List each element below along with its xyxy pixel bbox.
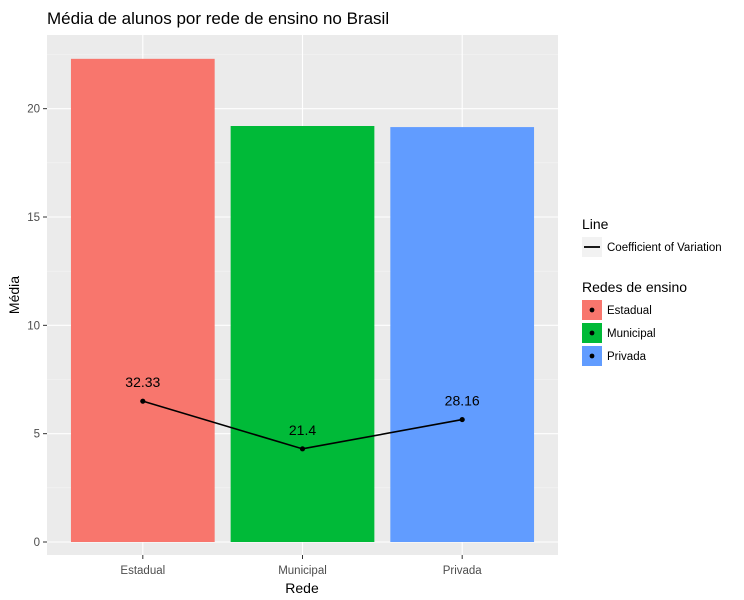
y-tick-label: 20	[27, 104, 40, 116]
legend-point-key	[589, 353, 595, 359]
x-axis-title: Rede	[285, 580, 319, 596]
axes: 0 5 10 15 20 Estadual Municipal Privada	[27, 104, 482, 577]
cv-data-label: 28.16	[445, 393, 480, 409]
cv-point	[140, 398, 146, 404]
cv-data-label: 32.33	[125, 374, 160, 390]
y-tick-label: 0	[34, 537, 40, 549]
x-tick-label: Privada	[443, 565, 483, 577]
legend-label: Privada	[607, 351, 647, 363]
legend-label: Coefficient of Variation	[607, 242, 722, 254]
legend-title: Line	[582, 216, 609, 232]
legend-point-key	[589, 330, 595, 336]
cv-point	[459, 416, 465, 423]
legend-label: Estadual	[607, 305, 652, 317]
bar-municipal	[230, 126, 375, 542]
legend-point-key	[589, 307, 595, 313]
x-tick-label: Municipal	[278, 565, 327, 577]
x-tick-label: Estadual	[120, 565, 165, 577]
y-tick-label: 15	[27, 212, 40, 224]
cv-line-series: 32.33 21.4 28.16	[125, 374, 480, 452]
legend-label: Municipal	[607, 328, 656, 340]
legend: Line Coefficient of Variation Redes de ens…	[582, 216, 722, 366]
legend-title: Redes de ensino	[582, 279, 687, 295]
bar-estadual	[70, 58, 215, 542]
cv-data-label: 21.4	[289, 422, 316, 438]
bar-privada	[390, 127, 535, 542]
y-tick-label: 5	[34, 429, 40, 441]
chart-title: Média de alunos por rede de ensino no Br…	[47, 9, 389, 28]
cv-point	[299, 446, 306, 452]
bars	[70, 58, 535, 542]
y-axis-title: Média	[6, 276, 22, 314]
y-tick-label: 10	[27, 320, 40, 332]
